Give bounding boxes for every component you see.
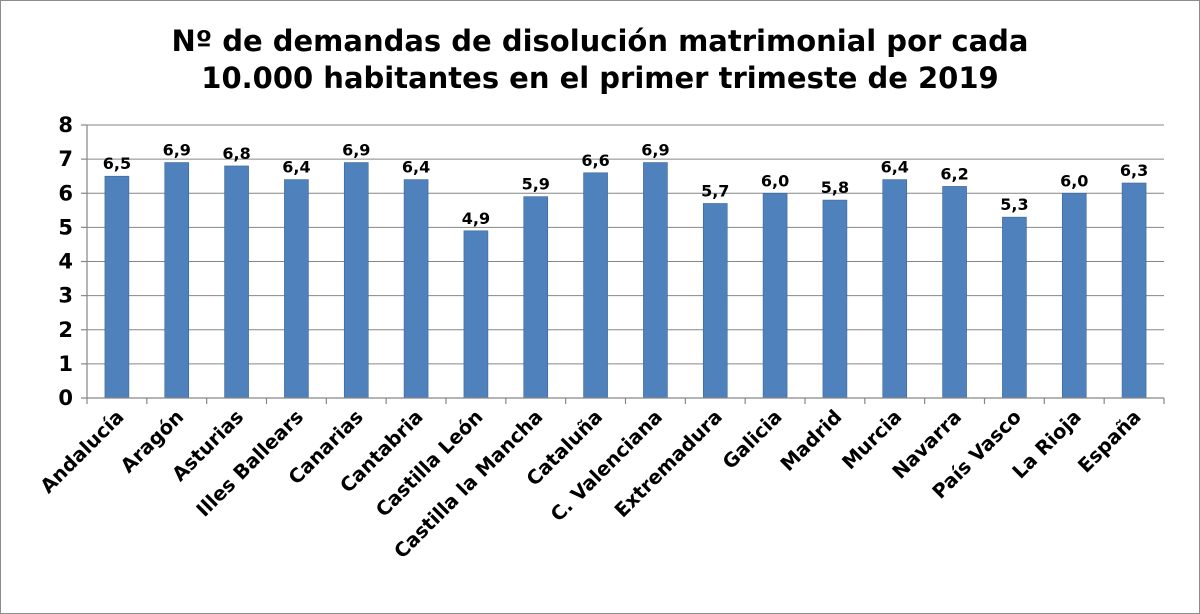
bar — [702, 203, 728, 399]
bar — [164, 162, 190, 399]
y-tick-label: 0 — [58, 386, 73, 410]
y-tick-label: 2 — [58, 318, 73, 342]
bar — [224, 165, 249, 399]
bar — [643, 162, 668, 399]
y-tick-label: 8 — [58, 113, 73, 137]
data-label: 6,9 — [342, 141, 370, 160]
bar — [403, 179, 429, 399]
data-label: 6,2 — [940, 164, 968, 183]
bar — [822, 199, 848, 399]
x-tick-label: Extremadura — [610, 405, 727, 522]
data-label: 6,5 — [103, 154, 131, 173]
data-label: 5,9 — [522, 175, 550, 194]
x-tick-label: Andalucía — [36, 405, 129, 498]
x-tick-label: Illes Ballears — [192, 405, 308, 521]
data-label: 6,4 — [881, 158, 909, 177]
y-tick-label: 4 — [58, 250, 73, 274]
data-label: 6,0 — [1060, 171, 1088, 190]
bar — [343, 162, 369, 399]
y-tick-label: 1 — [58, 352, 73, 376]
data-label: 6,6 — [581, 151, 609, 170]
bar — [942, 186, 967, 399]
bar — [762, 192, 788, 399]
data-label: 4,9 — [462, 209, 490, 228]
bar — [583, 172, 608, 399]
x-tick-label: España — [1073, 405, 1145, 477]
bar — [1002, 216, 1027, 399]
data-label: 6,4 — [282, 158, 310, 177]
y-tick-label: 7 — [58, 147, 73, 171]
data-label: 6,9 — [641, 141, 669, 160]
x-tick-label: Galicia — [718, 405, 787, 474]
x-tick-label: Madrid — [776, 405, 847, 476]
bar — [1121, 182, 1147, 399]
y-tick-label: 3 — [58, 284, 73, 308]
data-label: 5,7 — [701, 181, 729, 200]
gridlines — [87, 124, 1164, 365]
bar — [1061, 192, 1087, 399]
data-label: 5,3 — [1000, 195, 1028, 214]
data-label: 6,4 — [402, 158, 430, 177]
axes — [86, 125, 1164, 399]
bar — [882, 179, 908, 399]
chart-title: Nº de demandas de disolución matrimonial… — [172, 24, 1029, 95]
data-labels: 6,5 6,9 6,8 6,4 6,9 6,4 4,9 5,9 6,6 6,9 5,7 6,0 5,8 6… — [103, 141, 1149, 228]
data-label: 5,8 — [821, 178, 849, 197]
chart-title-line-2: 10.000 habitantes en el primer trimeste … — [201, 61, 998, 95]
data-label: 6,8 — [222, 144, 250, 163]
data-label: 6,3 — [1120, 161, 1148, 180]
bar — [463, 230, 489, 399]
bar — [284, 179, 309, 399]
y-tick-label: 5 — [58, 215, 73, 239]
bar — [523, 196, 549, 399]
bars — [104, 162, 1147, 399]
y-tick-label: 6 — [58, 181, 73, 205]
y-axis-ticks: 0 1 2 3 4 5 6 7 8 — [58, 113, 87, 410]
data-label: 6,9 — [163, 141, 191, 160]
chart-title-line-1: Nº de demandas de disolución matrimonial… — [172, 24, 1029, 58]
data-label: 6,0 — [761, 171, 789, 190]
x-tick-label: Castilla León — [371, 405, 487, 521]
bar — [104, 175, 130, 399]
